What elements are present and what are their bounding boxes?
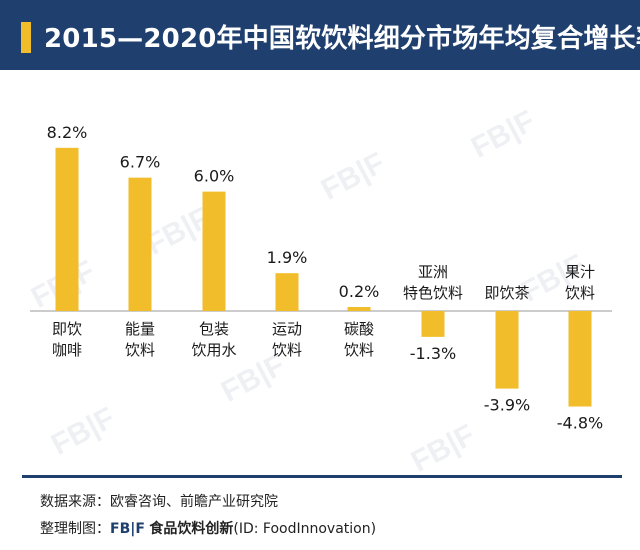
category-label: 饮料 <box>565 284 595 302</box>
category-label: 包装 <box>199 320 229 338</box>
value-label: -1.3% <box>410 344 456 363</box>
chart-title: 2015—2020年中国软饮料细分市场年均复合增长率 <box>44 24 640 54</box>
bar <box>421 311 445 337</box>
category-label: 果汁 <box>565 263 595 281</box>
bar <box>495 311 519 389</box>
brand-id: (ID: FoodInnovation) <box>233 521 377 537</box>
category-label: 饮料 <box>344 341 374 359</box>
category-label: 运动 <box>272 320 302 338</box>
value-label: -3.9% <box>484 396 530 415</box>
bar <box>275 273 299 311</box>
category-label: 碳酸 <box>344 320 374 338</box>
value-label: 1.9% <box>267 248 308 267</box>
bar <box>202 191 226 311</box>
brand-name: 食品饮料创新 <box>149 521 234 537</box>
chart-header: 2015—2020年中国软饮料细分市场年均复合增长率 <box>0 0 640 70</box>
category-label: 即饮茶 <box>484 284 529 302</box>
header-accent-bar <box>21 22 31 53</box>
bar-chart: 8.2%即饮咖啡6.7%能量饮料6.0%包装饮用水1.9%运动饮料0.2%碳酸饮… <box>30 123 612 433</box>
data-source: 数据来源：欧睿咨询、前瞻产业研究院 <box>40 494 278 510</box>
brand-logo: FB|F <box>110 521 145 537</box>
value-label: 0.2% <box>339 282 380 301</box>
value-label: 6.0% <box>194 167 235 186</box>
credit-prefix: 整理制图： <box>40 521 110 537</box>
value-label: 8.2% <box>47 123 88 142</box>
category-label: 饮料 <box>272 341 302 359</box>
credit-line: 整理制图：FB|F 食品饮料创新(ID: FoodInnovation) <box>40 518 376 538</box>
category-label: 咖啡 <box>52 341 82 359</box>
footer-divider <box>22 475 622 478</box>
bar <box>568 311 592 407</box>
category-label: 即饮 <box>52 320 82 338</box>
category-label: 亚洲 <box>418 263 448 281</box>
value-label: -4.8% <box>557 414 603 433</box>
category-label: 饮料 <box>125 341 155 359</box>
category-label: 饮用水 <box>191 341 236 359</box>
bar <box>347 307 371 311</box>
bar <box>128 177 152 311</box>
value-label: 6.7% <box>120 153 161 172</box>
bar <box>55 147 79 311</box>
category-label: 特色饮料 <box>403 284 463 302</box>
category-label: 能量 <box>125 320 155 338</box>
